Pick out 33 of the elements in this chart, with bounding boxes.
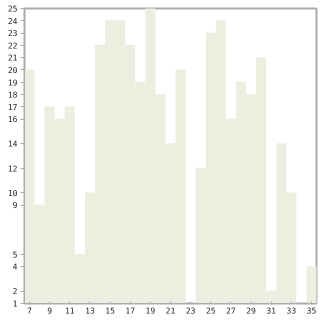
y-tick-label: 2 (12, 287, 18, 296)
x-tick-label: 19 (146, 306, 156, 316)
x-tick-label: 17 (125, 306, 136, 316)
x-tick-label: 27 (226, 306, 236, 316)
y-tick-label: 16 (8, 115, 18, 124)
x-tick-label: 31 (266, 306, 276, 316)
x-tick-label: 11 (64, 306, 75, 316)
y-tick-label: 14 (8, 140, 18, 149)
y-tick-label: 22 (8, 41, 18, 50)
x-tick-label: 35 (306, 306, 316, 316)
y-tick-label: 4 (12, 262, 18, 272)
x-tick-label: 9 (47, 306, 52, 316)
y-tick-label: 21 (8, 54, 18, 63)
y-tick-label: 24 (8, 16, 18, 26)
x-tick-label: 7 (27, 306, 32, 316)
y-tick-label: 23 (8, 29, 18, 38)
x-tick-label: 13 (85, 306, 95, 316)
y-tick-label: 1 (12, 300, 18, 308)
x-tick-label: 23 (186, 306, 196, 316)
x-tick-label: 21 (166, 306, 176, 316)
y-tick-label: 25 (8, 4, 18, 14)
y-tick-label: 10 (8, 188, 18, 198)
y-tick-label: 18 (8, 90, 18, 100)
y-tick-label: 5 (12, 250, 18, 260)
x-tick-label: 25 (206, 306, 216, 316)
y-tick-label: 12 (8, 164, 18, 174)
x-tick-label: 15 (105, 306, 116, 316)
x-tick-label: 29 (246, 306, 256, 316)
y-tick-label: 19 (8, 78, 18, 88)
x-tick-label: 33 (286, 306, 296, 316)
y-tick-label: 17 (8, 102, 18, 112)
y-tick-label: 9 (12, 201, 18, 210)
y-tick-label: 20 (8, 66, 18, 75)
